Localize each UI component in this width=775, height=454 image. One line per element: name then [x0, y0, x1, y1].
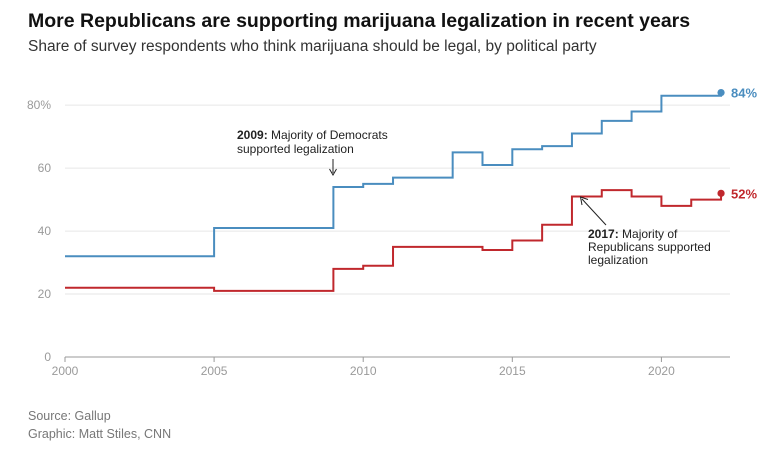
end-label-dem: 84% — [731, 86, 757, 101]
x-tick-label-2015: 2015 — [499, 364, 526, 378]
annotations: 2009: Majority of Democrats supported leg… — [237, 128, 711, 267]
annotation-rep2017-line-3: legalization — [588, 253, 648, 267]
y-tick-label-60: 60 — [38, 161, 52, 175]
x-tick-label-2010: 2010 — [350, 364, 377, 378]
annotation-rep2017-arrowhead — [579, 196, 589, 206]
annotation-rep2017: 2017: Majority of Republicans supported le… — [588, 227, 711, 267]
annotation-dem2009-line-1: Majority of Democrats — [268, 128, 388, 142]
series-lines: 84% 52% — [65, 86, 758, 292]
graphic-credit: Graphic: Matt Stiles, CNN — [28, 427, 172, 441]
annotation-dem2009-line-2: supported legalization — [237, 142, 354, 156]
annotation-rep2017-arrow — [581, 198, 607, 226]
annotation-rep2017-line-1: Majority of — [619, 227, 678, 241]
x-tick-label-2000: 2000 — [52, 364, 79, 378]
source-note: Source: Gallup — [28, 409, 111, 423]
y-tick-label-80: 80% — [27, 98, 51, 112]
annotation-dem2009: 2009: Majority of Democrats supported leg… — [237, 128, 388, 156]
y-axis-ticks: 0 20 40 60 80% — [27, 98, 51, 364]
annotation-rep2017-line-2: Republicans supported — [588, 240, 711, 254]
end-point-rep — [717, 189, 725, 197]
annotation-dem2009-year: 2009: — [237, 128, 268, 142]
y-tick-label-40: 40 — [38, 224, 52, 238]
chart-subtitle: Share of survey respondents who think ma… — [28, 38, 597, 55]
end-label-rep: 52% — [731, 186, 757, 201]
annotation-rep2017-year: 2017: — [588, 227, 619, 241]
series-line-rep — [65, 189, 723, 292]
end-point-dem — [717, 88, 725, 97]
chart-title: More Republicans are supporting marijuan… — [28, 10, 691, 32]
annotation-dem2009-arrowhead — [329, 168, 337, 176]
y-tick-label-0: 0 — [44, 350, 51, 364]
x-tick-label-2005: 2005 — [201, 364, 228, 378]
x-axis-ticks: 2000 2005 2010 2015 2020 — [52, 357, 675, 378]
series-line-dem — [65, 92, 723, 258]
y-tick-label-20: 20 — [38, 287, 52, 301]
x-tick-label-2020: 2020 — [648, 364, 675, 378]
grid-lines — [65, 104, 730, 358]
